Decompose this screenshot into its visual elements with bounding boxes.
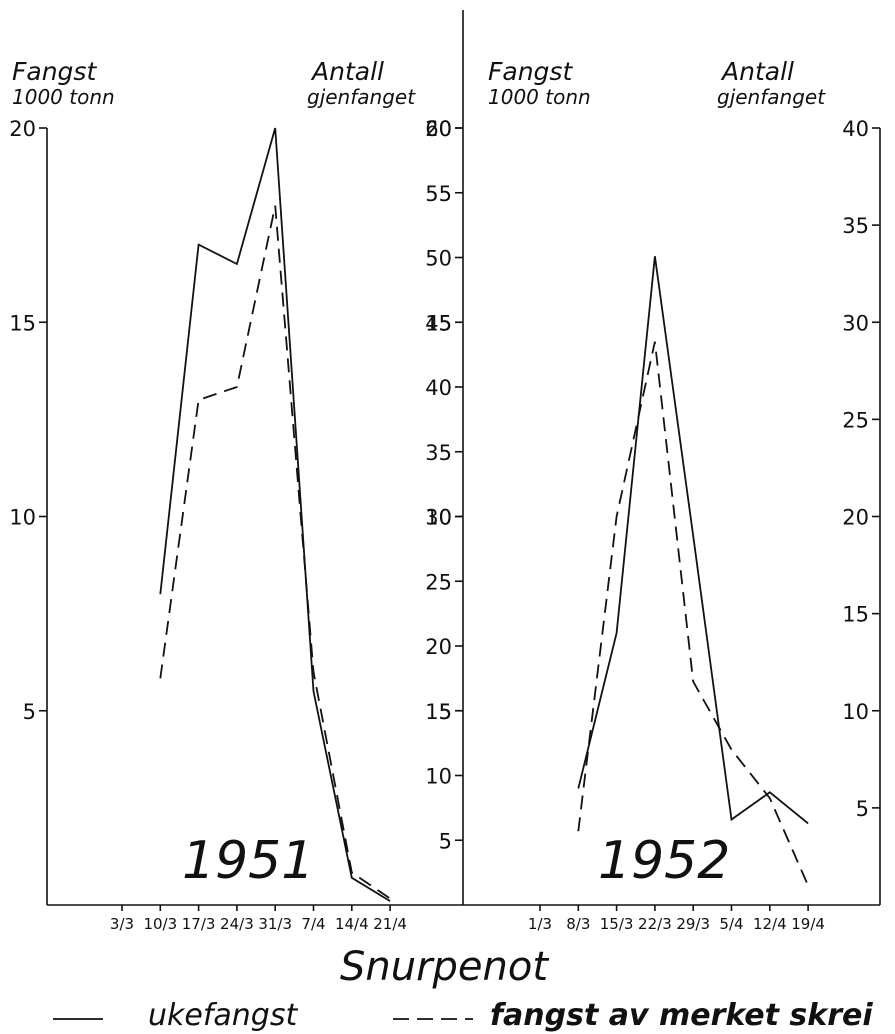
x-tick-label-1951-1: 10/3: [143, 915, 177, 933]
x-tick-label-1952-4: 29/3: [676, 915, 710, 933]
left-tick-label-1951-5: 5: [23, 700, 36, 724]
right-tick-label-1951-35: 35: [425, 441, 452, 465]
x-tick-label-1952-5: 5/4: [719, 915, 743, 933]
right-axis-title-1952-line1: Antall: [720, 57, 794, 86]
left-tick-label-1951-20: 20: [9, 117, 36, 141]
right-axis-title-1952-line2: gjenfanget: [717, 85, 826, 109]
left-tick-label-1952-20: 20: [425, 117, 452, 141]
right-tick-label-1951-50: 50: [425, 247, 452, 271]
right-tick-label-1952-10: 10: [842, 700, 869, 724]
year-label-1951: 1951: [182, 831, 314, 891]
legend-label-merket-skrei: fangst av merket skrei: [490, 998, 873, 1033]
right-tick-label-1951-30: 30: [425, 506, 452, 530]
right-tick-label-1952-20: 20: [842, 506, 869, 530]
right-tick-label-1952-40: 40: [842, 117, 869, 141]
x-tick-label-1951-6: 14/4: [335, 915, 369, 933]
panel-1951: Fangst 1000 tonn Antall gjenfanget 1951: [12, 57, 416, 891]
right-tick-label-1951-5: 5: [439, 829, 452, 853]
x-tick-label-1951-3: 24/3: [220, 915, 254, 933]
x-tick-label-1952-6: 12/4: [753, 915, 787, 933]
right-axis-title-1951-line2: gjenfanget: [307, 85, 416, 109]
right-tick-label-1951-20: 20: [425, 635, 452, 659]
left-tick-label-1952-10: 10: [425, 506, 452, 530]
left-axis-title-1951-line2: 1000 tonn: [12, 85, 115, 109]
x-tick-label-1951-7: 21/4: [373, 915, 407, 933]
right-tick-label-1951-10: 10: [425, 765, 452, 789]
left-axis-title-1951-line1: Fangst: [12, 57, 97, 86]
right-axis-title-1951-line1: Antall: [310, 57, 384, 86]
x-tick-label-1951-4: 31/3: [258, 915, 292, 933]
x-tick-label-1951-2: 17/3: [182, 915, 216, 933]
right-tick-label-1952-25: 25: [842, 408, 869, 432]
x-tick-label-1951-5: 7/4: [301, 915, 325, 933]
right-tick-label-1951-60: 60: [425, 117, 452, 141]
x-tick-label-1952-2: 15/3: [600, 915, 634, 933]
left-tick-label-1951-10: 10: [9, 506, 36, 530]
year-label-1952: 1952: [598, 831, 730, 891]
right-tick-label-1952-15: 15: [842, 603, 869, 627]
chart-title: Snurpenot: [340, 944, 549, 990]
left-tick-label-1951-15: 15: [9, 311, 36, 335]
right-tick-label-1951-55: 55: [425, 182, 452, 206]
right-tick-label-1951-45: 45: [425, 311, 452, 335]
right-tick-label-1951-15: 15: [425, 700, 452, 724]
right-tick-label-1952-5: 5: [856, 797, 869, 821]
panel-1952: Fangst 1000 tonn Antall gjenfanget 1952: [488, 57, 826, 891]
x-tick-label-1952-7: 19/4: [791, 915, 825, 933]
right-tick-label-1951-25: 25: [425, 570, 452, 594]
left-axis-title-1952-line1: Fangst: [488, 57, 573, 86]
series-line-1951-ukefangst: [159, 127, 391, 902]
x-tick-label-1952-1: 8/3: [566, 915, 590, 933]
legend-label-ukefangst: ukefangst: [148, 998, 298, 1033]
x-tick-label-1952-0: 1/3: [528, 915, 552, 933]
x-tick-label-1952-3: 22/3: [638, 915, 672, 933]
right-tick-label-1951-40: 40: [425, 376, 452, 400]
right-tick-label-1952-35: 35: [842, 214, 869, 238]
right-tick-label-1952-30: 30: [842, 311, 869, 335]
series-line-1952-ukefangst: [577, 256, 809, 825]
series-line-1952-merket-skrei: [577, 341, 809, 886]
left-tick-label-1952-5: 5: [439, 700, 452, 724]
series-line-1951-merket-skrei: [159, 205, 391, 900]
left-axis-title-1952-line2: 1000 tonn: [488, 85, 591, 109]
left-tick-label-1952-15: 15: [425, 311, 452, 335]
x-tick-label-1951-0: 3/3: [110, 915, 134, 933]
